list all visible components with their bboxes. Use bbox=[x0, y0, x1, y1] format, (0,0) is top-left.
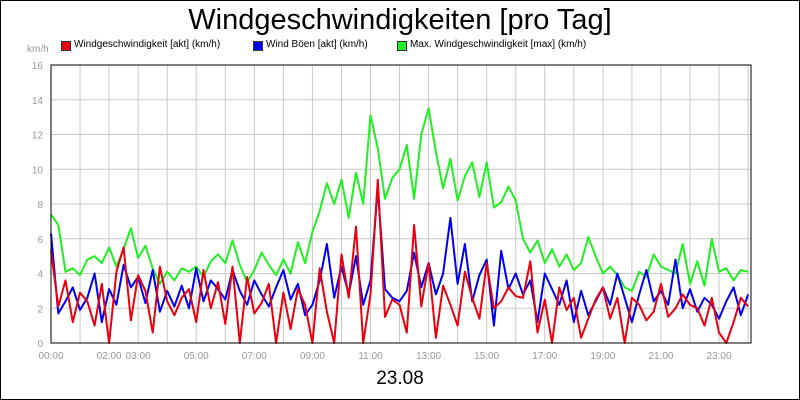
y-tick-label: 8 bbox=[37, 200, 43, 211]
x-axis-date-label: 23.08 bbox=[376, 368, 424, 389]
x-tick-label: 17:00 bbox=[532, 351, 557, 362]
x-tick-label: 02:00 bbox=[97, 351, 122, 362]
x-tick-label: 15:00 bbox=[474, 351, 499, 362]
series-line-max bbox=[50, 107, 749, 292]
y-tick-label: 2 bbox=[37, 304, 43, 315]
x-tick-label: 23:00 bbox=[707, 351, 732, 362]
x-tick-label: 19:00 bbox=[590, 351, 615, 362]
legend-swatch-max bbox=[397, 41, 407, 51]
y-tick-label: 0 bbox=[37, 339, 43, 350]
x-tick-label: 21:00 bbox=[648, 351, 673, 362]
plot-border bbox=[50, 64, 752, 344]
x-tick-label: 07:00 bbox=[242, 351, 267, 362]
x-tick-label: 13:00 bbox=[416, 351, 441, 362]
x-tick-label: 05:00 bbox=[184, 351, 209, 362]
legend-label-boeen: Wind Böen [akt] (km/h) bbox=[266, 39, 368, 50]
y-tick-label: 12 bbox=[32, 131, 44, 142]
series-line-akt bbox=[50, 178, 749, 344]
y-tick-label: 14 bbox=[32, 96, 44, 107]
y-tick-label: 10 bbox=[32, 165, 44, 176]
y-tick-label: 16 bbox=[32, 61, 44, 72]
chart-title: Windgeschwindigkeiten [pro Tag] bbox=[188, 4, 612, 36]
legend-label-max: Max. Windgeschwindigkeit [max] (km/h) bbox=[410, 39, 587, 50]
x-tick-label: 09:00 bbox=[300, 351, 325, 362]
legend-swatch-akt bbox=[61, 41, 71, 51]
legend-swatch-boeen bbox=[253, 41, 263, 51]
x-tick-label: 03:00 bbox=[126, 351, 151, 362]
legend-label-akt: Windgeschwindigkeit [akt] (km/h) bbox=[74, 39, 221, 50]
x-tick-label: 00:00 bbox=[38, 351, 63, 362]
y-tick-label: 4 bbox=[37, 270, 43, 281]
y-tick-label: 6 bbox=[37, 235, 43, 246]
y-axis-unit: km/h bbox=[27, 44, 49, 55]
x-tick-label: 11:00 bbox=[358, 351, 383, 362]
series-line-boeen bbox=[50, 187, 750, 327]
